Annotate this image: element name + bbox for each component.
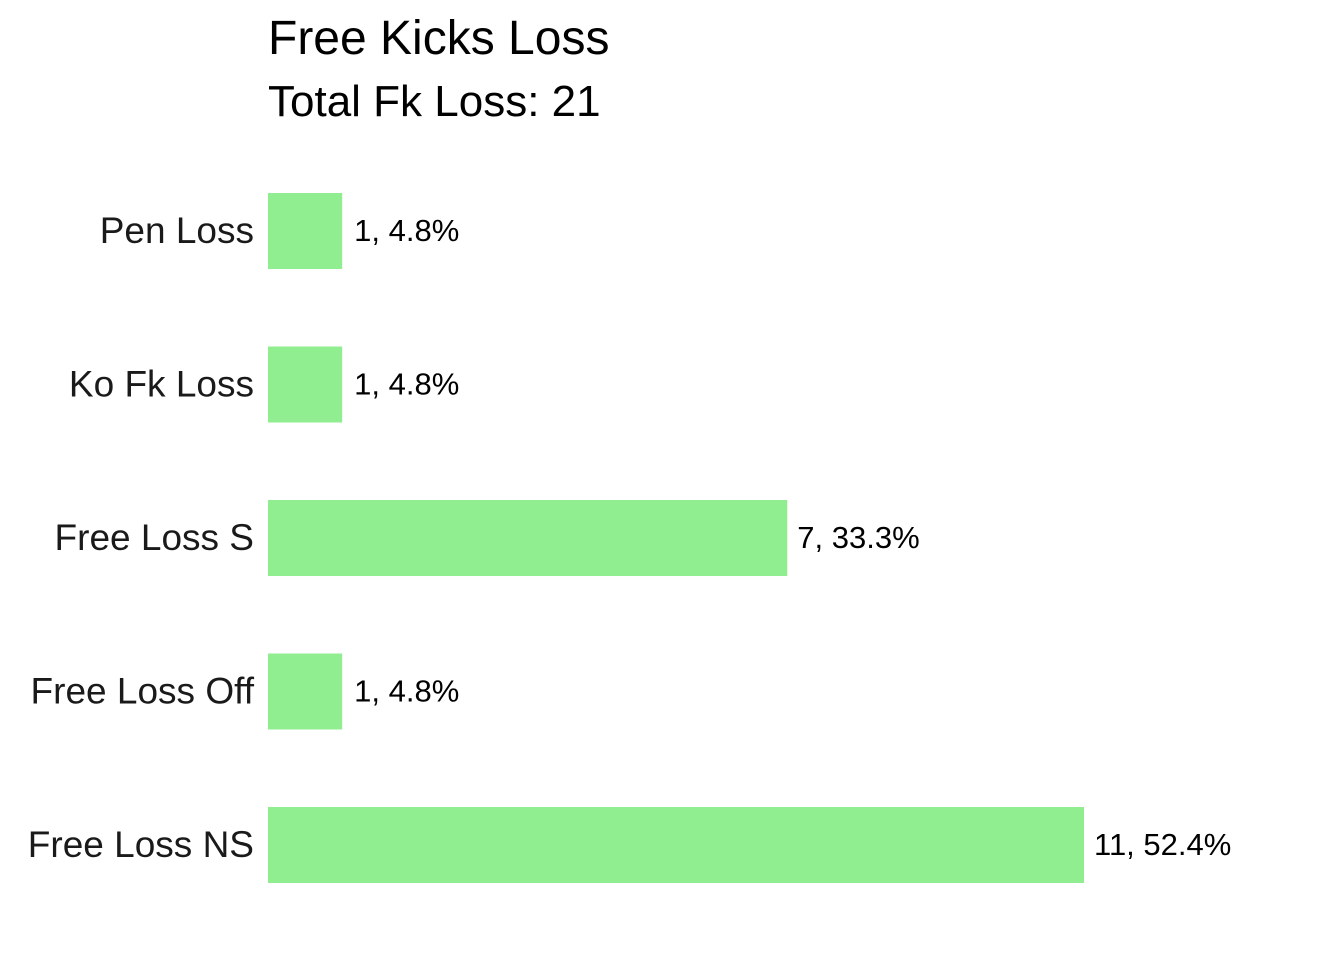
category-label: Free Loss S xyxy=(55,517,254,558)
category-label: Ko Fk Loss xyxy=(69,363,254,404)
chart-title: Free Kicks Loss xyxy=(268,12,609,65)
bar xyxy=(268,500,788,576)
data-label: 1, 4.8% xyxy=(354,213,459,248)
data-label: 11, 52.4% xyxy=(1094,827,1231,862)
bar xyxy=(268,193,343,269)
data-label: 1, 4.8% xyxy=(354,367,459,402)
bar xyxy=(268,807,1084,883)
bar xyxy=(268,346,343,423)
category-label: Pen Loss xyxy=(100,210,254,251)
bars-group: Pen Loss 1, 4.8% Ko Fk Loss 1, 4.8% Free Los… xyxy=(28,193,1231,883)
data-label: 1, 4.8% xyxy=(354,674,459,709)
chart-subtitle: Total Fk Loss: 21 xyxy=(268,77,601,126)
data-label: 7, 33.3% xyxy=(797,520,919,555)
category-label: Free Loss Off xyxy=(31,670,255,711)
category-label: Free Loss NS xyxy=(28,824,254,865)
bar xyxy=(268,653,343,730)
